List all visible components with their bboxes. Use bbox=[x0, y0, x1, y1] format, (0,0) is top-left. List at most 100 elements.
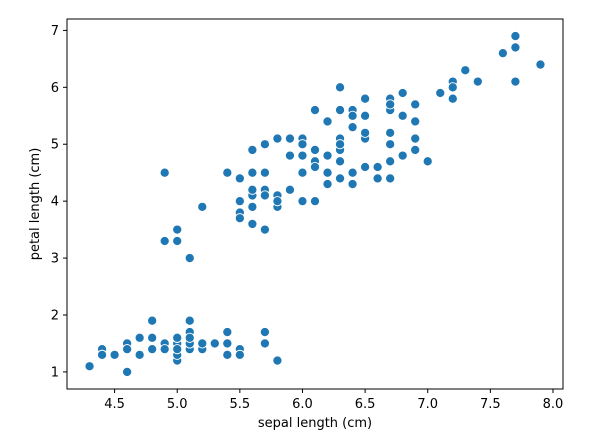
data-point bbox=[385, 156, 396, 167]
data-point bbox=[334, 105, 346, 116]
data-point bbox=[347, 167, 358, 178]
data-point bbox=[259, 167, 270, 178]
data-point bbox=[247, 167, 258, 178]
data-point bbox=[247, 184, 258, 195]
data-point bbox=[222, 349, 233, 360]
data-point bbox=[259, 338, 270, 349]
data-point bbox=[385, 99, 396, 110]
data-point bbox=[510, 42, 521, 53]
data-point bbox=[222, 327, 233, 338]
data-point bbox=[510, 31, 521, 42]
data-point bbox=[397, 110, 408, 121]
data-point bbox=[297, 167, 308, 178]
x-tick-label: 8.0 bbox=[543, 397, 564, 412]
data-point bbox=[297, 150, 308, 161]
data-point bbox=[284, 184, 296, 195]
data-point bbox=[284, 150, 296, 161]
data-point bbox=[334, 173, 346, 184]
data-point bbox=[334, 139, 346, 150]
data-point bbox=[309, 196, 321, 207]
data-point bbox=[397, 87, 408, 99]
y-tick-label: 6 bbox=[51, 81, 59, 96]
data-point bbox=[322, 150, 333, 161]
data-point bbox=[97, 349, 108, 360]
data-point bbox=[134, 332, 145, 343]
x-tick-label: 5.5 bbox=[230, 397, 251, 412]
data-point bbox=[510, 76, 521, 87]
data-point bbox=[435, 87, 446, 99]
data-point bbox=[184, 332, 195, 343]
y-axis-label: petal length (cm) bbox=[28, 148, 43, 261]
data-point bbox=[222, 338, 233, 349]
data-point bbox=[234, 349, 245, 360]
x-tick-label: 6.0 bbox=[292, 397, 313, 412]
data-point bbox=[385, 173, 396, 184]
data-point bbox=[172, 344, 183, 355]
data-point bbox=[134, 349, 145, 360]
data-point bbox=[385, 139, 396, 150]
data-point bbox=[259, 190, 270, 201]
data-point bbox=[322, 116, 333, 127]
data-point bbox=[272, 133, 283, 144]
data-points bbox=[84, 31, 546, 377]
data-point bbox=[84, 361, 95, 372]
data-point bbox=[272, 355, 283, 366]
data-point bbox=[497, 48, 508, 59]
data-point bbox=[159, 235, 170, 247]
data-point bbox=[309, 105, 321, 116]
data-point bbox=[222, 167, 233, 178]
data-point bbox=[147, 344, 158, 355]
data-point bbox=[334, 82, 346, 93]
data-point bbox=[360, 110, 371, 121]
y-tick-label: 1 bbox=[51, 365, 59, 380]
data-point bbox=[360, 127, 371, 138]
x-tick-label: 7.0 bbox=[417, 397, 438, 412]
y-tick-label: 5 bbox=[51, 138, 59, 153]
data-point bbox=[159, 167, 170, 178]
data-point bbox=[322, 167, 333, 178]
data-point bbox=[372, 161, 383, 173]
data-point bbox=[197, 201, 208, 212]
data-point bbox=[535, 59, 546, 70]
data-point bbox=[147, 315, 158, 326]
data-point bbox=[172, 224, 183, 235]
data-point bbox=[360, 161, 371, 173]
data-point bbox=[447, 93, 458, 104]
data-point bbox=[147, 332, 158, 343]
data-point bbox=[197, 338, 208, 349]
y-tick-label: 4 bbox=[51, 195, 59, 210]
data-point bbox=[334, 156, 346, 167]
data-point bbox=[247, 201, 258, 212]
data-point bbox=[347, 110, 358, 121]
y-tick-label: 3 bbox=[51, 252, 59, 267]
data-point bbox=[372, 173, 383, 184]
data-point bbox=[422, 156, 433, 167]
y-tick-label: 2 bbox=[51, 309, 59, 324]
data-point bbox=[284, 133, 296, 144]
x-axis-label: sepal length (cm) bbox=[258, 416, 372, 431]
data-point bbox=[234, 196, 245, 207]
data-point bbox=[184, 315, 195, 326]
data-point bbox=[397, 150, 408, 161]
data-point bbox=[109, 349, 120, 360]
x-tick-label: 5.0 bbox=[167, 397, 188, 412]
data-point bbox=[297, 139, 308, 150]
data-point bbox=[309, 161, 321, 173]
data-point bbox=[247, 218, 258, 229]
data-point bbox=[410, 116, 421, 127]
data-point bbox=[184, 253, 195, 264]
x-axis-ticks: 4.5 5.0 5.5 6.0 6.5 7.0 7.5 8.0 bbox=[104, 389, 563, 412]
data-point bbox=[159, 344, 170, 355]
data-point bbox=[122, 366, 133, 377]
y-tick-label: 7 bbox=[51, 24, 59, 39]
data-point bbox=[234, 173, 245, 184]
data-point bbox=[460, 65, 471, 76]
data-point bbox=[297, 196, 308, 207]
axes-frame bbox=[66, 18, 564, 390]
data-point bbox=[172, 332, 183, 343]
data-point bbox=[410, 99, 421, 110]
data-point bbox=[259, 327, 270, 338]
data-point bbox=[360, 93, 371, 104]
